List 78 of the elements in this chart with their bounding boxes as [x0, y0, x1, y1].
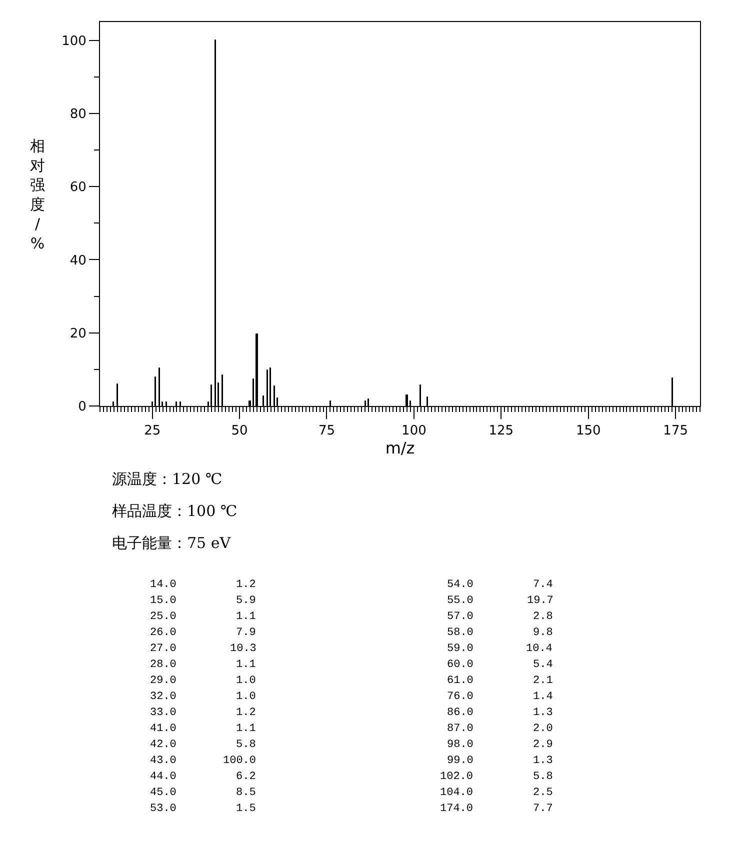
text: 76.0 — [447, 691, 474, 703]
text: 53.0 — [150, 803, 176, 815]
text: 5.9 — [236, 595, 256, 607]
text: 7.9 — [236, 627, 256, 639]
x-axis-title: m/z — [385, 438, 415, 458]
y-tick-label: 100 — [62, 34, 86, 49]
text: 87.0 — [447, 723, 474, 735]
text: 25.0 — [150, 611, 176, 623]
text: 1.1 — [236, 659, 256, 671]
text: 44.0 — [150, 771, 176, 783]
text: 102.0 — [440, 771, 474, 783]
text: 10.4 — [526, 643, 553, 655]
text: 57.0 — [447, 611, 474, 623]
text: 42.0 — [150, 739, 176, 751]
text: 8.5 — [236, 787, 256, 799]
text: 2.1 — [533, 675, 554, 687]
text: 电子能量：75 eV — [112, 534, 232, 552]
text: 1.2 — [236, 707, 256, 719]
text: 2.5 — [533, 787, 553, 799]
text: 源温度：120 ℃ — [112, 470, 222, 488]
text: 32.0 — [150, 691, 176, 703]
y-tick-label: 0 — [78, 400, 86, 415]
x-tick-label: 25 — [144, 424, 161, 439]
text: 27.0 — [150, 643, 176, 655]
text: 样品温度：100 ℃ — [112, 502, 238, 520]
text: 7.7 — [533, 803, 553, 815]
text: 99.0 — [447, 755, 474, 767]
text: 5.8 — [533, 771, 553, 783]
text: 1.4 — [533, 691, 554, 703]
text: 19.7 — [527, 595, 554, 607]
text: 10.3 — [230, 643, 256, 655]
text: 1.1 — [236, 611, 256, 623]
text: 98.0 — [447, 739, 474, 751]
text: 1.3 — [533, 707, 553, 719]
text: 33.0 — [150, 707, 176, 719]
text: 5.4 — [533, 659, 554, 671]
text: 7.4 — [533, 579, 554, 591]
text: 104.0 — [440, 787, 474, 799]
text: 29.0 — [150, 675, 176, 687]
text: 54.0 — [447, 579, 474, 591]
y-tick-label: 60 — [70, 180, 86, 196]
x-tick-label: 100 — [402, 424, 426, 439]
text: 9.8 — [533, 627, 553, 639]
text: 1.3 — [533, 755, 553, 767]
text: 1.0 — [236, 691, 256, 703]
x-tick-label: 125 — [488, 424, 514, 439]
text: 6.2 — [236, 771, 256, 783]
text: 2.8 — [533, 611, 553, 623]
y-tick-label: 40 — [70, 253, 86, 268]
text: 86.0 — [447, 707, 474, 719]
text: 2.0 — [533, 723, 553, 735]
text: 43.0 — [150, 755, 176, 767]
text: 1.5 — [236, 803, 256, 815]
y-tick-label: 80 — [70, 106, 86, 122]
text: 5.8 — [236, 739, 256, 751]
text: 41.0 — [150, 723, 176, 735]
text: 61.0 — [447, 675, 474, 687]
text: 58.0 — [447, 627, 474, 639]
x-tick-label: 75 — [318, 424, 336, 439]
text: 26.0 — [150, 627, 176, 639]
x-tick-label: 175 — [663, 424, 688, 439]
y-tick-label: 20 — [70, 326, 86, 342]
x-tick-label: 150 — [576, 424, 601, 439]
text: 55.0 — [447, 595, 474, 607]
text: 14.0 — [150, 579, 176, 591]
text: 15.0 — [150, 595, 176, 607]
text: 2.9 — [533, 739, 553, 751]
text: 1.2 — [236, 579, 256, 591]
text: 59.0 — [447, 643, 474, 655]
x-tick-label: 50 — [231, 424, 248, 439]
y-axis-title: 相对强度/% — [30, 137, 45, 252]
text: 28.0 — [150, 659, 176, 671]
text: 1.0 — [236, 675, 256, 687]
text: 45.0 — [150, 787, 176, 799]
text: 100.0 — [223, 755, 256, 767]
text: 1.1 — [236, 723, 256, 735]
text: 60.0 — [447, 659, 474, 671]
text: 174.0 — [440, 803, 474, 815]
